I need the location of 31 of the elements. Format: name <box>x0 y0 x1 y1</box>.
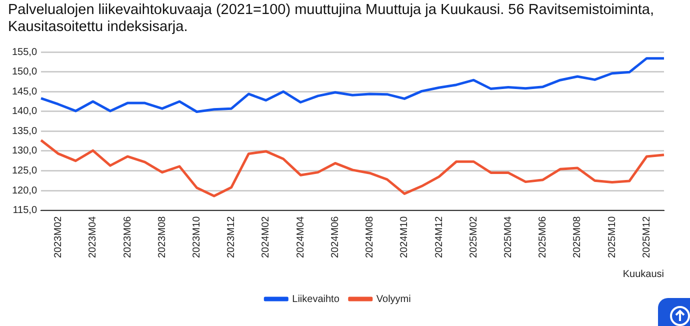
x-tick-label: 2024M04 <box>295 216 306 258</box>
y-tick-label: 130,0 <box>12 146 38 157</box>
x-tick-label: 2023M08 <box>156 216 168 258</box>
x-tick-label: 2025M02 <box>468 216 480 258</box>
x-tick-label: 2024M10 <box>399 216 410 258</box>
x-tick-label: 2024M02 <box>260 216 272 258</box>
legend-label: Liikevaihto <box>292 294 340 305</box>
x-tick-label: 2024M06 <box>330 216 341 258</box>
y-tick-label: 125,0 <box>12 165 38 176</box>
y-tick-label: 150,0 <box>12 66 38 78</box>
y-tick-label: 135,0 <box>12 126 38 137</box>
x-tick-label: 2024M08 <box>364 216 376 258</box>
x-tick-label: 2023M06 <box>122 216 134 258</box>
y-tick-label: 120,0 <box>12 185 38 196</box>
y-tick-label: 140,0 <box>12 106 38 118</box>
x-tick-label: 2023M04 <box>88 216 99 258</box>
x-tick-label: 2025M08 <box>572 216 584 258</box>
y-tick-label: 145,0 <box>12 86 38 98</box>
x-tick-label: 2023M10 <box>192 216 203 258</box>
legend-label: Volyymi <box>376 294 411 305</box>
x-axis-title: Kuukausi <box>622 268 664 280</box>
x-tick-label: 2025M12 <box>641 216 652 258</box>
x-tick-label: 2025M06 <box>538 216 549 258</box>
x-tick-label: 2023M02 <box>53 216 64 258</box>
chart-title: Palvelualojen liikevaihtokuvaaja (2021=100) muuttujina Muuttuja ja Kuukausi. 56 Ravitsemistoiminta, Kausitasoitettu indeksisarja. <box>8 2 656 36</box>
x-tick-label: 2025M04 <box>503 216 514 258</box>
x-tick-label: 2023M12 <box>226 216 238 258</box>
x-tick-label: 2024M12 <box>434 216 445 258</box>
x-tick-label: 2025M10 <box>606 216 618 258</box>
y-tick-label: 155,0 <box>12 46 38 58</box>
y-tick-label: 115,0 <box>12 205 38 216</box>
